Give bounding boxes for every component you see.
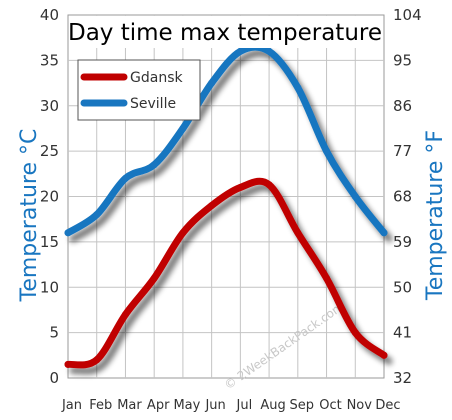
- y-tick-label-left: 10: [40, 278, 59, 296]
- data-point-seville: [150, 161, 158, 169]
- x-tick-label: Nov: [347, 398, 373, 413]
- data-point-seville: [351, 193, 359, 200]
- data-point-seville: [179, 124, 187, 132]
- legend: Gdansk Seville: [77, 59, 201, 121]
- legend-label-gdansk: Gdansk: [130, 70, 183, 86]
- y-tick-label-left: 40: [40, 6, 59, 24]
- data-point-gdansk: [179, 229, 187, 237]
- data-point-seville: [64, 229, 72, 237]
- x-tick-label: Aug: [260, 398, 285, 413]
- data-point-gdansk: [64, 360, 72, 368]
- x-tick-label: Dec: [375, 398, 400, 413]
- x-tick-label: Jan: [61, 398, 82, 413]
- data-point-seville: [93, 211, 101, 219]
- x-tick-label: Mar: [117, 398, 142, 413]
- data-point-gdansk: [323, 274, 331, 282]
- legend-label-seville: Seville: [130, 96, 176, 112]
- y-tick-label-right: 32: [393, 369, 412, 387]
- data-point-seville: [294, 84, 302, 92]
- data-point-gdansk: [93, 356, 101, 364]
- y-axis-left-title: Temperature °C: [17, 129, 42, 303]
- data-point-gdansk: [150, 274, 158, 282]
- y-tick-label-right: 50: [393, 278, 412, 296]
- data-point-seville: [380, 229, 388, 237]
- y-tick-label-right: 68: [393, 188, 412, 206]
- data-point-gdansk: [351, 329, 359, 337]
- data-point-seville: [265, 47, 273, 55]
- data-point-gdansk: [121, 310, 129, 318]
- y-tick-label-left: 5: [49, 324, 59, 342]
- axis-ticks: 0 32 5 41 10 50 15 59 20 68 25 77 30 86 35 95 40 104 Jan Fe…: [40, 6, 422, 413]
- data-point-seville: [208, 79, 216, 87]
- x-tick-label: Apr: [147, 398, 170, 413]
- data-point-gdansk: [265, 181, 273, 189]
- y-tick-label-left: 35: [40, 51, 59, 69]
- series-line-gdansk: [64, 177, 388, 369]
- y-tick-label-right: 77: [393, 142, 412, 160]
- data-point-gdansk: [294, 229, 302, 237]
- x-tick-label: Feb: [89, 398, 112, 413]
- data-point-gdansk: [208, 202, 216, 210]
- data-point-seville: [323, 147, 331, 155]
- y-axis-right-title: Temperature °F: [423, 130, 448, 301]
- y-tick-label-left: 0: [49, 369, 59, 387]
- data-point-gdansk: [380, 351, 388, 359]
- y-tick-label-right: 95: [393, 51, 412, 69]
- y-tick-label-left: 20: [40, 188, 59, 206]
- chart-title: Day time max temperature: [68, 20, 382, 46]
- y-tick-label-right: 104: [393, 6, 422, 24]
- y-tick-label-right: 59: [393, 233, 412, 251]
- data-point-gdansk: [236, 183, 244, 191]
- y-tick-label-left: 30: [40, 97, 59, 115]
- x-tick-label: May: [173, 398, 200, 413]
- x-tick-label: Oct: [319, 398, 341, 413]
- data-point-seville: [121, 174, 129, 182]
- x-tick-label: Jun: [204, 398, 225, 413]
- series: [64, 43, 388, 369]
- y-tick-label-right: 86: [393, 97, 412, 115]
- data-point-seville: [236, 47, 244, 55]
- y-tick-label-left: 25: [40, 142, 59, 160]
- title-box: [82, 16, 368, 48]
- y-tick-label-left: 15: [40, 233, 59, 251]
- y-tick-label-right: 41: [393, 324, 412, 342]
- x-tick-label: Sep: [290, 398, 315, 413]
- x-tick-label: Jul: [236, 398, 253, 413]
- legend-box: [77, 59, 201, 121]
